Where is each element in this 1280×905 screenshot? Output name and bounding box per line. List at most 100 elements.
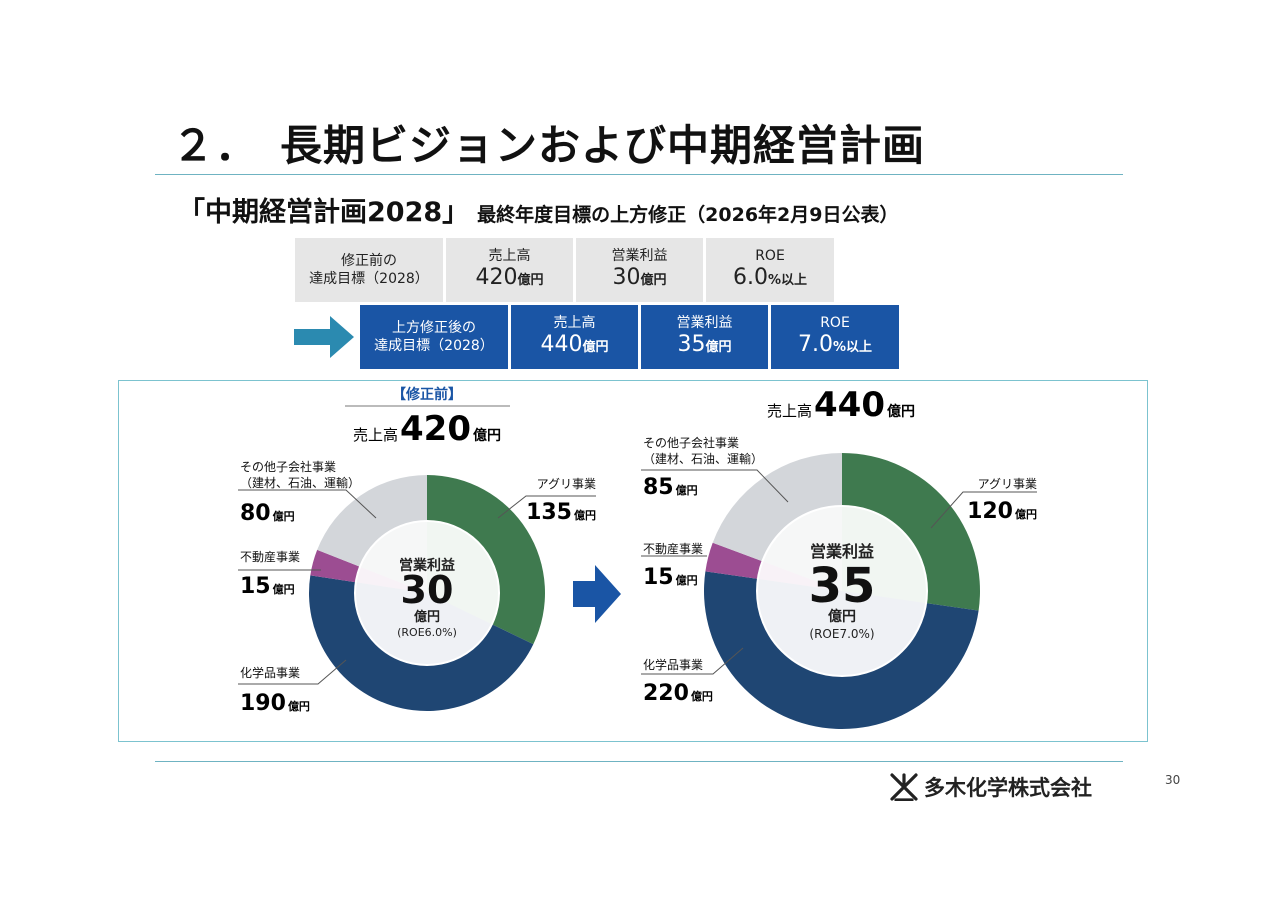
company-logo: 多木化学株式会社 <box>888 772 1092 802</box>
slice-value-agri: 120 億円 <box>967 499 1037 524</box>
targets-before-profit-value: 30 <box>612 264 641 290</box>
slice-value-realestate: 15 億円 <box>240 574 295 599</box>
donut-chart-after: 売上高440 億円 営業利益 35 億円 (ROE7.0%) アグリ事業 120 億… <box>641 385 1037 729</box>
targets-before-sales-label: 売上高 <box>488 247 531 264</box>
chart-total-value: 440 <box>814 385 885 425</box>
targets-before-label: 修正前の 達成目標（2028） <box>295 238 443 302</box>
slice-sublabel-other: （建材、石油、運輸） <box>240 475 360 490</box>
slice-agri <box>842 453 980 611</box>
targets-before-sales-unit: 億円 <box>517 272 544 288</box>
targets-after-label-line1: 上方修正後の <box>392 320 476 336</box>
callout-line-chemical <box>238 659 347 685</box>
chart-total-label: 売上高 <box>353 426 398 444</box>
chart-slices <box>704 453 980 729</box>
chart-slices <box>309 475 545 712</box>
slice-label-realestate: 不動産事業 <box>240 549 300 564</box>
slice-agri <box>427 475 545 645</box>
title-divider <box>155 174 1123 175</box>
slice-realestate <box>705 542 763 579</box>
chart-center-label: 営業利益 <box>399 557 455 574</box>
footer-divider <box>155 761 1123 762</box>
targets-after-sales: 売上高 440億円 <box>511 305 638 369</box>
callout-line-chemical <box>641 647 744 675</box>
targets-before-roe-label: ROE <box>755 247 785 264</box>
slice-label-other: その他子会社事業 <box>643 435 739 450</box>
slice-value-realestate: 15 億円 <box>643 565 698 590</box>
chart-center-unit: 億円 <box>414 609 440 625</box>
slice-chemical <box>309 575 534 712</box>
targets-after-label: 上方修正後の 達成目標（2028） <box>360 305 508 369</box>
chart-center-value: 35 <box>809 558 876 614</box>
slice-value-chemical: 190 億円 <box>240 691 310 716</box>
targets-before-sales-value: 420 <box>475 264 518 290</box>
callout-line-agri <box>497 495 596 519</box>
targets-before-profit-label: 営業利益 <box>611 247 668 264</box>
donut-hole <box>756 505 928 677</box>
callout-line-other <box>641 469 789 503</box>
slice-other <box>317 475 427 567</box>
chart-callouts: アグリ事業 135 億円 その他子会社事業 （建材、石油、運輸） 80 億円 不動産… <box>238 459 596 716</box>
slice-realestate <box>310 549 360 583</box>
targets-before-label-line2: 達成目標（2028） <box>309 271 429 287</box>
chart-total: 売上高420 億円 <box>353 409 501 449</box>
chart-total-value: 420 <box>400 409 471 449</box>
targets-after-profit-label: 営業利益 <box>676 314 733 331</box>
chart-center: 営業利益 35 億円 (ROE7.0%) <box>809 542 876 641</box>
company-name: 多木化学株式会社 <box>924 776 1092 800</box>
targets-after-sales-value: 440 <box>540 331 583 357</box>
company-mark-icon <box>890 773 918 801</box>
slice-value-agri: 135 億円 <box>526 500 596 525</box>
slice-value-chemical: 220 億円 <box>643 681 713 706</box>
arrow-right-icon <box>573 565 621 623</box>
targets-before-roe: ROE 6.0%以上 <box>706 238 834 302</box>
targets-before-profit-unit: 億円 <box>640 272 667 288</box>
targets-after-roe-value: 7.0 <box>797 331 833 357</box>
donut-chart-before: 【修正前】 売上高420 億円 営業利益 30 億円 (ROE6.0%) アグリ事… <box>238 386 596 716</box>
callout-line-other <box>238 489 377 519</box>
chart-center: 営業利益 30 億円 (ROE6.0%) <box>397 557 457 639</box>
targets-before-sales: 売上高 420億円 <box>446 238 573 302</box>
chart-callouts: アグリ事業 120 億円 その他子会社事業 （建材、石油、運輸） 85 億円 不動産… <box>641 435 1037 706</box>
targets-after-sales-label: 売上高 <box>553 314 596 331</box>
page-title: ２． 長期ビジョンおよび中期経営計画 <box>172 121 926 170</box>
subtitle-tail: 最終年度目標の上方修正（2026年2月9日公表） <box>477 204 899 226</box>
targets-after-sales-unit: 億円 <box>582 339 609 355</box>
subtitle: 「中期経営計画2028」 最終年度目標の上方修正（2026年2月9日公表） <box>178 190 898 229</box>
targets-after-roe: ROE 7.0%以上 <box>771 305 899 369</box>
slice-label-agri: アグリ事業 <box>537 477 596 491</box>
targets-after-label-line2: 達成目標（2028） <box>374 338 494 354</box>
slice-value-other: 85 億円 <box>643 475 698 500</box>
chart-center-label: 営業利益 <box>810 542 874 561</box>
callout-line-agri <box>930 491 1037 529</box>
chart-tag: 【修正前】 <box>392 386 462 403</box>
slice-label-realestate: 不動産事業 <box>643 541 703 556</box>
donut-hole <box>354 520 500 666</box>
arrow-right-icon <box>294 316 354 358</box>
targets-after-roe-unit: %以上 <box>832 339 873 355</box>
chart-total: 売上高440 億円 <box>767 385 915 425</box>
targets-after-profit-unit: 億円 <box>705 339 732 355</box>
chart-total-unit: 億円 <box>473 427 501 444</box>
chart-panel <box>118 380 1148 742</box>
targets-after-profit: 営業利益 35億円 <box>641 305 768 369</box>
targets-before-roe-value: 6.0 <box>732 264 768 290</box>
slice-chemical <box>704 571 979 729</box>
slice-label-other: その他子会社事業 <box>240 459 336 474</box>
chart-total-label: 売上高 <box>767 402 812 420</box>
slice-label-agri: アグリ事業 <box>978 477 1037 491</box>
subtitle-main: 「中期経営計画2028」 <box>178 197 470 228</box>
targets-after-roe-label: ROE <box>820 314 850 331</box>
chart-center-unit: 億円 <box>828 608 856 625</box>
chart-total-unit: 億円 <box>887 403 915 420</box>
chart-center-value: 30 <box>401 568 454 612</box>
targets-after-profit-value: 35 <box>677 331 706 357</box>
chart-center-note: (ROE6.0%) <box>397 626 457 639</box>
slice-sublabel-other: （建材、石油、運輸） <box>643 451 763 466</box>
targets-before-profit: 営業利益 30億円 <box>576 238 703 302</box>
targets-before-label-line1: 修正前の <box>341 253 397 269</box>
slice-label-chemical: 化学品事業 <box>643 657 703 672</box>
targets-before-roe-unit: %以上 <box>767 272 808 288</box>
slice-value-other: 80 億円 <box>240 501 295 526</box>
slice-label-chemical: 化学品事業 <box>240 665 300 680</box>
page-number: 30 <box>1165 773 1181 787</box>
